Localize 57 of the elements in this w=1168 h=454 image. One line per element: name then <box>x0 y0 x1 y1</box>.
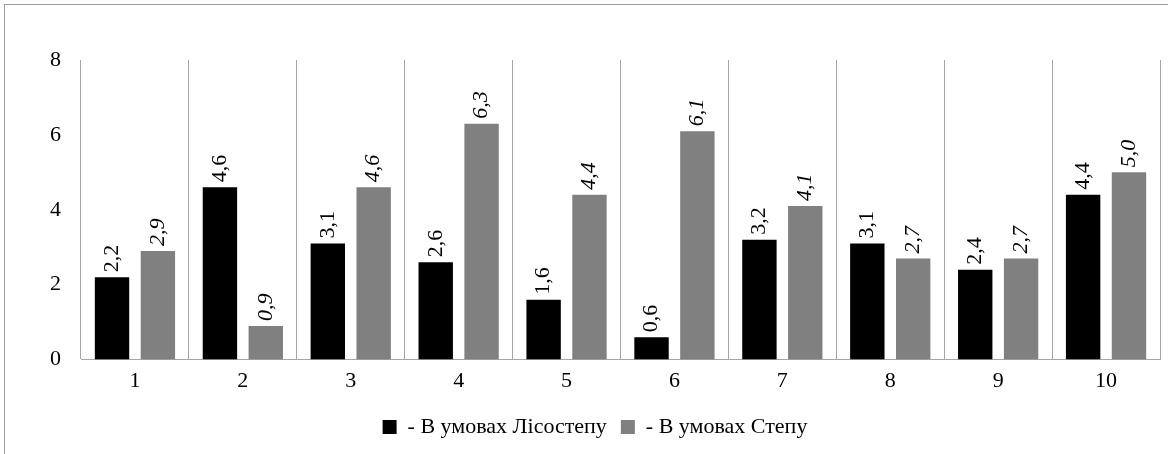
data-label: 0,6 <box>637 304 663 333</box>
y-tick-label: 2 <box>50 270 61 296</box>
data-label: 2,4 <box>961 237 986 265</box>
bar <box>310 243 346 360</box>
bar <box>1111 172 1147 360</box>
data-label: 1,6 <box>529 267 555 295</box>
data-label: 6,3 <box>467 91 493 119</box>
x-tick-label: 5 <box>561 366 573 392</box>
bar <box>1003 258 1039 360</box>
data-label: 0,9 <box>251 293 277 321</box>
data-label: 3,1 <box>313 211 339 239</box>
bar <box>634 337 669 360</box>
x-tick-label: 4 <box>453 366 465 392</box>
bar <box>680 131 715 360</box>
data-label: 4,1 <box>791 173 817 202</box>
bar <box>1065 194 1101 360</box>
bar <box>418 262 453 360</box>
data-label: 2,2 <box>97 244 123 273</box>
bar <box>356 187 391 360</box>
data-label: 4,6 <box>205 154 231 183</box>
bar <box>248 325 283 360</box>
y-tick-label: 6 <box>50 120 61 146</box>
y-tick-label: 8 <box>50 45 61 71</box>
x-tick-label: 8 <box>884 366 896 392</box>
x-tick-label: 7 <box>776 366 788 392</box>
data-label: 5,0 <box>1114 139 1140 168</box>
data-label: 2,7 <box>898 224 924 254</box>
data-label: 6,1 <box>683 98 709 127</box>
bar <box>202 187 238 360</box>
data-label: 2,7 <box>1006 224 1032 254</box>
bar <box>572 194 607 360</box>
y-tick-label: 4 <box>50 195 61 221</box>
bar <box>895 258 931 360</box>
legend-label: - В умовах Степу <box>645 412 808 438</box>
bar <box>788 206 823 360</box>
x-tick-label: 1 <box>129 366 141 392</box>
bar <box>140 251 176 360</box>
bar <box>464 123 499 360</box>
data-label: 3,1 <box>853 211 879 239</box>
bar <box>94 277 130 360</box>
data-label: 3,2 <box>745 207 771 235</box>
x-tick-label: 6 <box>668 366 680 392</box>
y-tick-label: 0 <box>50 345 61 371</box>
legend-label: - В умовах Лісостепу <box>407 412 607 438</box>
x-tick-label: 10 <box>1095 366 1118 392</box>
bar <box>526 299 561 360</box>
x-tick-label: 9 <box>992 366 1004 392</box>
bar <box>958 269 993 360</box>
data-label: 4,6 <box>359 154 385 183</box>
data-label: 2,6 <box>421 229 447 258</box>
bar <box>742 239 777 360</box>
data-label: 4,4 <box>1068 162 1094 190</box>
data-label: 2,9 <box>143 218 169 246</box>
x-tick-label: 2 <box>237 366 249 392</box>
data-label: 4,4 <box>575 162 601 190</box>
x-tick-label: 3 <box>345 366 357 392</box>
bar <box>850 243 885 360</box>
